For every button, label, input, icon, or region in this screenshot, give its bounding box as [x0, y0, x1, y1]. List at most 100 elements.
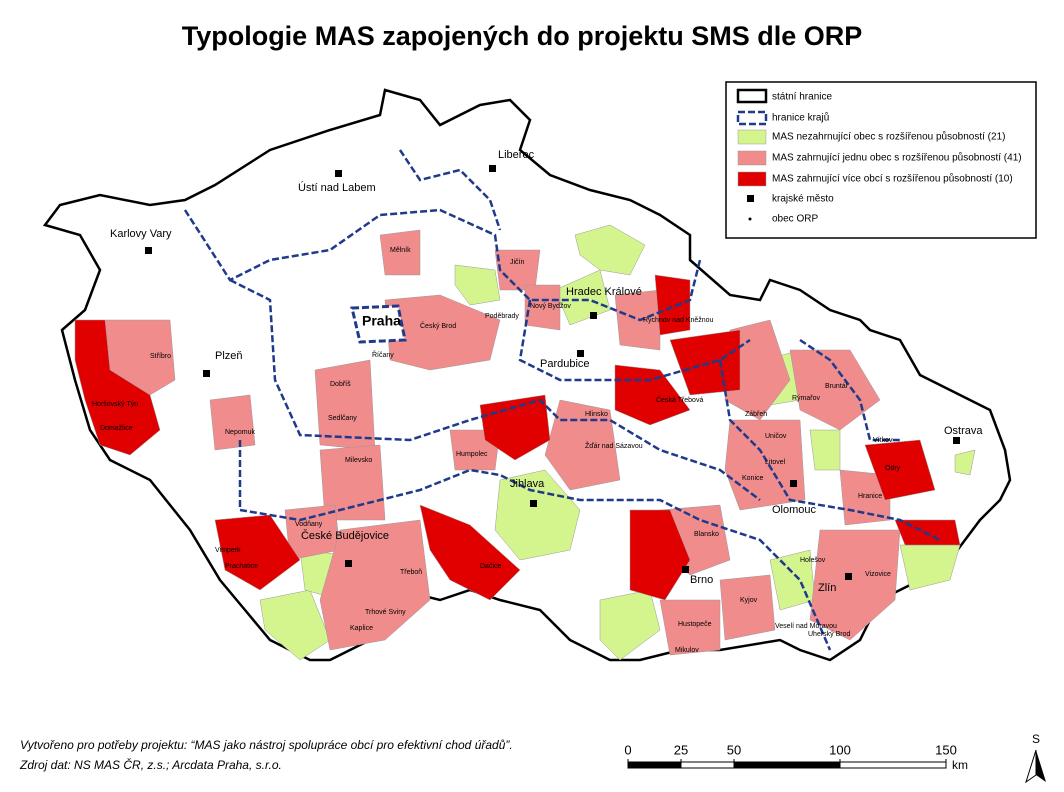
orp-label: Veselí nad Moravou — [775, 623, 837, 630]
orp-label: Humpolec — [456, 451, 488, 458]
city-label: Brno — [690, 574, 713, 586]
mas-area — [524, 284, 561, 331]
praha-border — [350, 304, 407, 344]
legend-symbol — [737, 129, 767, 145]
region-border — [183, 208, 702, 322]
legend-symbol — [747, 195, 754, 202]
orp-label: Žďár nad Sázavou — [585, 441, 643, 450]
legend-label: MAS zahrnující více obcí s rozšířenou pů… — [772, 173, 1013, 185]
orp-label: Mikulov — [675, 647, 699, 654]
region-border — [229, 278, 761, 501]
city-marker — [682, 566, 689, 573]
scale-segment — [627, 761, 682, 769]
orp-label: Vítkov — [873, 437, 893, 444]
orp-label: Prachatice — [225, 563, 258, 570]
city-label: Plzeň — [215, 350, 243, 362]
mas-area — [654, 274, 691, 336]
legend-symbol — [748, 217, 752, 221]
mas-area — [669, 329, 741, 396]
region-border — [718, 359, 941, 542]
mas-area — [954, 449, 976, 476]
city-marker — [530, 500, 537, 507]
orp-label: Nepomuk — [225, 429, 255, 436]
city-label: Olomouc — [772, 504, 817, 516]
orp-label: Bruntál — [825, 383, 848, 390]
mas-area — [74, 319, 161, 456]
scale-label: 50 — [727, 742, 741, 757]
region-border — [398, 149, 502, 231]
scale-label: 25 — [674, 742, 688, 757]
orp-label: Hustopeče — [678, 621, 712, 628]
orp-label: Hlinsko — [585, 411, 608, 418]
city-marker — [335, 170, 342, 177]
mas-area — [899, 544, 961, 591]
city-label: Jihlava — [510, 478, 545, 490]
orp-label: Konice — [742, 475, 764, 482]
orp-label: Dobříš — [330, 381, 351, 388]
legend-box — [725, 81, 1037, 239]
mas-area — [574, 224, 646, 276]
orp-label: Vodňany — [295, 521, 323, 528]
orp-label: Litovel — [765, 459, 786, 466]
legend-label: hranice krajů — [772, 112, 829, 124]
mas-area — [809, 429, 841, 471]
scale-segment — [733, 761, 841, 769]
orp-label: Jičín — [510, 259, 525, 266]
city-marker — [489, 165, 496, 172]
orp-label: Uherský Brod — [808, 631, 851, 638]
city-marker — [203, 370, 210, 377]
mas-area — [319, 444, 386, 521]
mas-area — [454, 264, 501, 306]
legend-symbol — [737, 171, 767, 187]
orp-label: Sedlčany — [328, 415, 357, 422]
mas-area — [719, 574, 776, 641]
scale-segment — [680, 761, 735, 769]
city-label: Ostrava — [944, 425, 983, 437]
arrow — [1025, 749, 1037, 784]
arrow — [1036, 750, 1046, 782]
orp-label: Nový Bydžov — [530, 303, 571, 310]
orp-label: Poděbrady — [485, 313, 519, 320]
orp-labels: Stříbro Horšovský Týn Domažlice Nepomuk … — [92, 247, 901, 654]
mas-area — [614, 289, 661, 351]
orp-label: Kyjov — [740, 597, 758, 604]
region-border — [238, 440, 832, 651]
city-marker — [577, 350, 584, 357]
city-label: Zlín — [818, 582, 836, 594]
mas-area — [419, 504, 521, 601]
legend-label: obec ORP — [772, 214, 818, 225]
scale-unit: km — [952, 758, 968, 772]
legend-label: státní hranice — [772, 92, 832, 103]
legend-label: MAS zahrnující jednu obec s rozšířenou p… — [772, 152, 1022, 164]
north-arrow: S — [1025, 732, 1046, 784]
legend: státní hranice hranice krajů MAS nezahrn… — [725, 81, 1037, 239]
orp-label: Říčany — [372, 350, 394, 359]
city-label: České Budějovice — [301, 529, 389, 542]
city-label: Karlovy Vary — [110, 228, 172, 240]
mas-area — [544, 399, 621, 491]
orp-label: Uničov — [765, 433, 787, 440]
orp-label: Holešov — [800, 557, 826, 564]
legend-label: MAS nezahrnující obec s rozšířenou působ… — [772, 131, 1005, 143]
legend-symbol — [736, 88, 768, 104]
orp-label: Mělník — [390, 247, 411, 254]
orp-label: Třeboň — [400, 569, 422, 576]
orp-label: Horšovský Týn — [92, 401, 138, 408]
orp-label: Česká Třebová — [656, 395, 703, 404]
city-marker — [345, 560, 352, 567]
city-marker — [845, 573, 852, 580]
orp-label: Dačice — [480, 563, 502, 570]
city-label: Ústí nad Labem — [298, 181, 376, 194]
orp-label: Český Brod — [420, 321, 456, 330]
orp-label: Odry — [885, 465, 901, 472]
regional-cities: Ústí nad Labem Liberec Karlovy Vary Plze… — [110, 149, 983, 594]
scale-label: 150 — [935, 742, 957, 757]
mas-area — [614, 364, 691, 426]
map — [42, 88, 1012, 662]
mas-area — [789, 349, 881, 431]
city-marker — [590, 312, 597, 319]
orp-label: Rýmařov — [792, 395, 821, 402]
city-marker — [145, 247, 152, 254]
